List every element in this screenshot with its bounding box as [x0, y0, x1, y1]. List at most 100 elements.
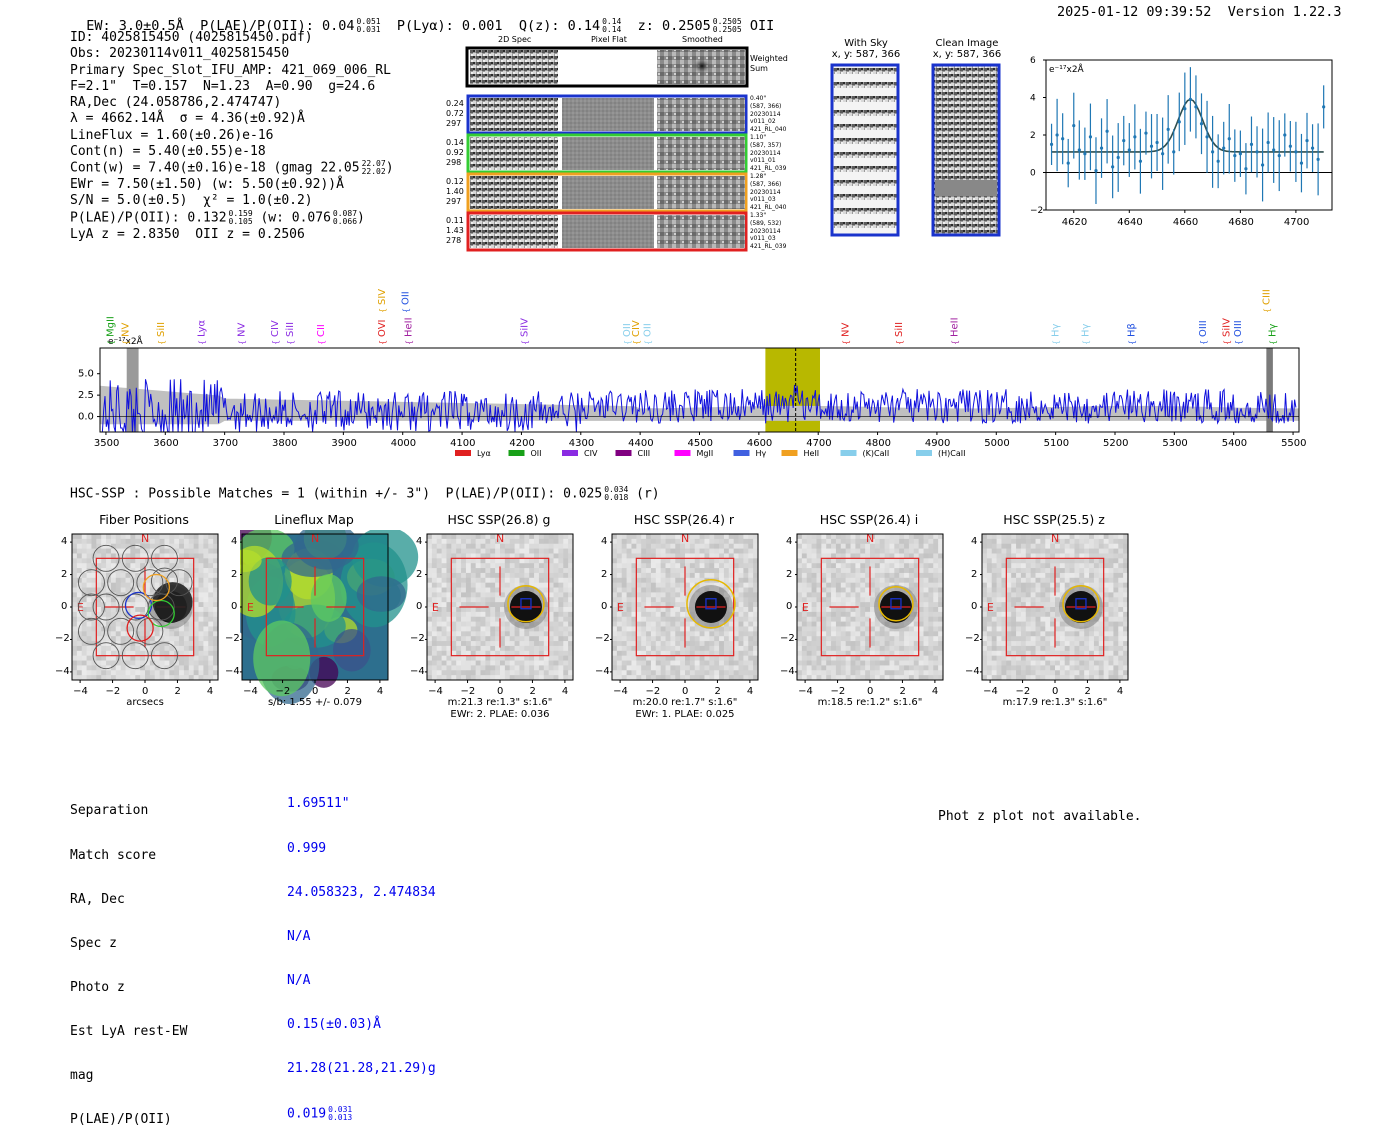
- fiber-row-meta: v011_02: [750, 118, 786, 126]
- hsc-pixel: [1045, 636, 1050, 641]
- hsc-pixel: [899, 549, 904, 554]
- hsc-pixel: [529, 539, 534, 544]
- hsc-pixel: [836, 636, 841, 641]
- hsc-pixel: [1011, 636, 1016, 641]
- hsc-pixel: [685, 636, 690, 641]
- hsc-pixel: [997, 553, 1002, 558]
- hsc-pixel: [554, 641, 559, 646]
- hsc-pixel: [1055, 670, 1060, 675]
- hsc-pixel: [904, 539, 909, 544]
- hsc-pixel: [1065, 563, 1070, 568]
- hsc-pixel: [184, 670, 189, 675]
- hsc-pixel: [72, 583, 77, 588]
- hsc-pixel: [72, 588, 77, 593]
- hsc-pixel: [471, 534, 476, 539]
- hsc-pixel: [101, 549, 106, 554]
- hsc-pixel: [461, 641, 466, 646]
- hsc-pixel: [802, 583, 807, 588]
- hsc-pixel: [841, 631, 846, 636]
- hsc-pixel: [563, 563, 568, 568]
- hsc-y-tick-label: 4: [601, 536, 607, 547]
- cutout-grid: [440, 44, 800, 260]
- hsc-pixel: [612, 592, 617, 597]
- hsc-pixel: [1079, 539, 1084, 544]
- hsc-pixel: [554, 592, 559, 597]
- hsc-pixel: [851, 592, 856, 597]
- hsc-pixel: [1016, 661, 1021, 666]
- hsc-pixel: [860, 646, 865, 651]
- hsc-pixel: [627, 617, 632, 622]
- hsc-pixel: [1074, 636, 1079, 641]
- hsc-pixel: [135, 602, 140, 607]
- hsc-pixel: [184, 578, 189, 583]
- hsc-pixel: [563, 670, 568, 675]
- hsc-y-tick-label: 2: [231, 569, 237, 580]
- hsc-pixel: [807, 549, 812, 554]
- hsc-pixel: [169, 539, 174, 544]
- hsc-pixel: [432, 656, 437, 661]
- hsc-pixel: [690, 563, 695, 568]
- hsc-x-tick-label: 4: [932, 686, 938, 697]
- hsc-pixel: [851, 626, 856, 631]
- hsc-pixel: [924, 665, 929, 670]
- hsc-pixel: [661, 558, 666, 563]
- hsc-pixel: [899, 631, 904, 636]
- hsc-pixel: [510, 636, 515, 641]
- hsc-pixel: [549, 602, 554, 607]
- hsc-pixel: [743, 665, 748, 670]
- hsc-pixel: [675, 549, 680, 554]
- hsc-pixel: [446, 539, 451, 544]
- hsc-pixel: [208, 670, 213, 675]
- hsc-pixel: [437, 646, 442, 651]
- hsc-pixel: [928, 549, 933, 554]
- hsc-pixel: [1045, 626, 1050, 631]
- legend-label: Hγ: [756, 449, 767, 458]
- hsc-pixel: [904, 670, 909, 675]
- hsc-pixel: [1021, 563, 1026, 568]
- hsc-pixel: [821, 602, 826, 607]
- hsc-pixel: [992, 646, 997, 651]
- hsc-pixel: [558, 656, 563, 661]
- hsc-pixel: [636, 626, 641, 631]
- hsc-pixel: [836, 617, 841, 622]
- hsc-pixel: [500, 592, 505, 597]
- hsc-pixel: [82, 578, 87, 583]
- hsc-pixel: [208, 558, 213, 563]
- hsc-pixel: [1040, 583, 1045, 588]
- hsc-pixel: [106, 656, 111, 661]
- hsc-pixel: [992, 631, 997, 636]
- hsc-pixel: [519, 578, 524, 583]
- hsc-pixel: [111, 670, 116, 675]
- hsc-pixel: [627, 583, 632, 588]
- hsc-pixel: [485, 641, 490, 646]
- hsc-pixel: [627, 602, 632, 607]
- hsc-pixel: [646, 578, 651, 583]
- hsc-pixel: [476, 636, 481, 641]
- version-label: Version 1.22.3: [1228, 4, 1342, 20]
- fiber-row-meta: 1.33": [750, 212, 786, 220]
- hsc-pixel: [1031, 670, 1036, 675]
- hsc-pixel: [636, 661, 641, 666]
- hsc-pixel: [685, 622, 690, 627]
- hsc-pixel: [739, 661, 744, 666]
- hsc-pixel: [505, 573, 510, 578]
- legend-label: CIV: [584, 449, 598, 458]
- hsc-pixel: [802, 553, 807, 558]
- hsc-pixel: [719, 661, 724, 666]
- hsc-pixel: [724, 573, 729, 578]
- hsc-pixel: [617, 636, 622, 641]
- hsc-pixel: [875, 588, 880, 593]
- hsc-pixel: [734, 553, 739, 558]
- hsc-pixel: [666, 626, 671, 631]
- hsc-pixel: [490, 626, 495, 631]
- hsc-pixel: [734, 665, 739, 670]
- hsc-pixel: [208, 607, 213, 612]
- hsc-pixel: [534, 534, 539, 539]
- hsc-summary-band: (r): [636, 487, 659, 502]
- hsc-pixel: [933, 626, 938, 631]
- hsc-pixel: [982, 622, 987, 627]
- hsc-pixel: [189, 665, 194, 670]
- hsc-pixel: [812, 661, 817, 666]
- hsc-pixel: [831, 597, 836, 602]
- fit-data-point: [1161, 152, 1164, 155]
